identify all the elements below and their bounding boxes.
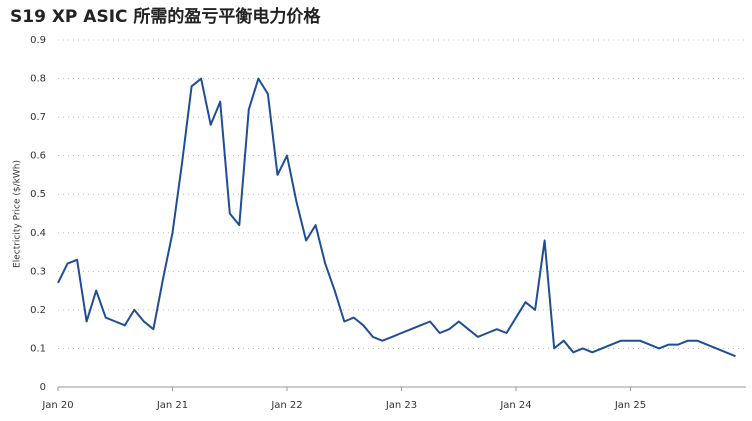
x-tick-label: Jan 24 xyxy=(499,400,531,411)
x-tick-label: Jan 23 xyxy=(385,400,417,411)
y-tick-label: 0.3 xyxy=(30,266,46,277)
x-tick-label: Jan 22 xyxy=(270,400,302,411)
y-tick-label: 0.2 xyxy=(30,305,46,316)
price-line xyxy=(57,77,736,358)
y-tick-label: 0.9 xyxy=(30,35,46,46)
y-tick-label: 0 xyxy=(40,382,46,393)
y-axis-title: Electricity Price ($/kWh) xyxy=(13,160,23,268)
x-tick-label: Jan 25 xyxy=(614,400,646,411)
y-tick-label: 0.8 xyxy=(30,74,46,85)
y-tick-label: 0.7 xyxy=(30,112,46,123)
y-tick-label: 0.4 xyxy=(30,228,46,239)
y-tick-label: 0.1 xyxy=(30,343,46,354)
x-tick-label: Jan 20 xyxy=(41,400,73,411)
x-tick-label: Jan 21 xyxy=(156,400,188,411)
y-tick-label: 0.5 xyxy=(30,189,46,200)
y-tick-label: 0.6 xyxy=(30,151,46,162)
chart-title: S19 XP ASIC 所需的盈亏平衡电力价格 xyxy=(10,6,321,27)
